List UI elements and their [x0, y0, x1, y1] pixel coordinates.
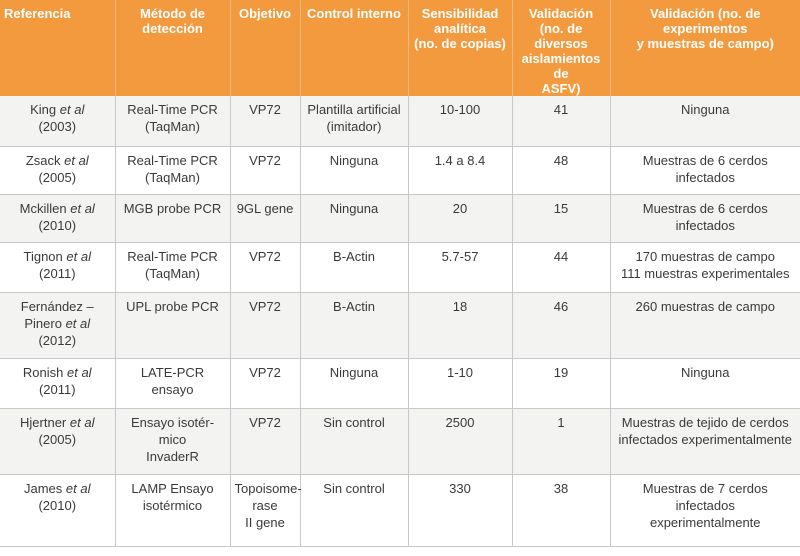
cell-validacion-aislamientos: 38 [512, 474, 611, 547]
cell-objetivo: VP72 [230, 96, 301, 147]
cell-objetivo: VP72 [230, 408, 301, 475]
ref-year: (2010) [38, 217, 77, 233]
ref-et-al: et al [69, 414, 95, 430]
cell-validacion-experimentos: Muestras de tejido de cerdos infectados … [610, 408, 800, 475]
cell-referencia: Mckillen et al (2010) [0, 194, 116, 243]
ref-author: Hjertner [20, 414, 67, 430]
cell-sensibilidad: 1-10 [408, 358, 513, 409]
cell-validacion-aislamientos: 1 [512, 408, 611, 475]
table-row: Ronish et al (2011) LATE-PCR ensayo VP72 Ni… [0, 358, 800, 409]
ref-author: James [24, 480, 63, 496]
ref-author: Mckillen [19, 200, 67, 216]
cell-metodo: LAMP Ensayo isotérmico [115, 474, 231, 547]
ref-year: (2010) [38, 497, 77, 513]
cell-referencia: King et al (2003) [0, 96, 116, 147]
cell-validacion-experimentos: Ninguna [610, 358, 800, 409]
cell-validacion-aislamientos: 44 [512, 242, 611, 293]
cell-validacion-experimentos: Muestras de 6 cerdos infectados [610, 146, 800, 195]
cell-metodo: UPL probe PCR [115, 292, 231, 359]
cell-metodo: MGB probe PCR [115, 194, 231, 243]
ref-year: (2012) [38, 332, 77, 348]
cell-sensibilidad: 1.4 a 8.4 [408, 146, 513, 195]
cell-control: Ninguna [300, 194, 409, 243]
cell-control: Ninguna [300, 358, 409, 409]
cell-control: Ninguna [300, 146, 409, 195]
cell-validacion-experimentos: 260 muestras de campo [610, 292, 800, 359]
cell-sensibilidad: 20 [408, 194, 513, 243]
ref-year: (2011) [38, 265, 76, 281]
cell-objetivo: 9GL gene [230, 194, 301, 243]
ref-et-al: et al [65, 315, 91, 331]
cell-sensibilidad: 5.7-57 [408, 242, 513, 293]
ref-et-al: et al [67, 364, 92, 380]
table-row: Fernández – Pinero et al (2012) UPL probe… [0, 292, 800, 359]
cell-referencia: Fernández – Pinero et al (2012) [0, 292, 116, 359]
cell-metodo: Real-Time PCR (TaqMan) [115, 242, 231, 293]
cell-validacion-experimentos: Muestras de 7 cerdos infectados experime… [610, 474, 800, 547]
cell-sensibilidad: 330 [408, 474, 513, 547]
cell-referencia: Ronish et al (2011) [0, 358, 116, 409]
cell-objetivo: Topoisome- rase II gene [230, 474, 302, 547]
cell-referencia: James et al (2010) [0, 474, 116, 547]
cell-validacion-aislamientos: 15 [512, 194, 611, 243]
cell-control: Sin control [300, 474, 409, 547]
table-row: King et al (2003) Real-Time PCR (TaqMan) V… [0, 96, 800, 147]
ref-author: Ronish [22, 364, 64, 380]
cell-metodo: Ensayo isotér- mico InvaderR [115, 408, 231, 475]
ref-year: (2011) [38, 381, 76, 397]
cell-sensibilidad: 2500 [408, 408, 513, 475]
cell-validacion-experimentos: Muestras de 6 cerdos infectados [610, 194, 800, 243]
cell-referencia: Zsack et al (2005) [0, 146, 116, 195]
cell-validacion-aislamientos: 46 [512, 292, 611, 359]
cell-objetivo: VP72 [230, 292, 301, 359]
header-control: Control interno [300, 0, 409, 96]
table-header-row: Referencia Método de detección Objetivo … [0, 0, 800, 96]
cell-validacion-aislamientos: 41 [512, 96, 611, 147]
table-row: Tignon et al (2011) Real-Time PCR (TaqMan… [0, 242, 800, 293]
ref-year: (2003) [38, 119, 77, 134]
ref-et-al: et al [70, 200, 95, 216]
table-row: Mckillen et al (2010) MGB probe PCR 9GL ge… [0, 194, 800, 243]
table-row: Zsack et al (2005) Real-Time PCR (TaqMan)… [0, 146, 800, 195]
cell-control: B-Actin [300, 292, 409, 359]
cell-referencia: Tignon et al (2011) [0, 242, 116, 293]
ref-et-al: et al [64, 152, 89, 168]
header-validacion-aislamientos: Validación (no. de diversos aislamientos… [512, 0, 611, 96]
ref-author: Tignon [23, 248, 63, 264]
cell-sensibilidad: 18 [408, 292, 513, 359]
ref-et-al: et al [59, 102, 85, 117]
cell-control: B-Actin [300, 242, 409, 293]
header-objetivo: Objetivo [230, 0, 301, 96]
table-row: James et al (2010) LAMP Ensayo isotérmico… [0, 474, 800, 547]
cell-metodo: Real-Time PCR (TaqMan) [115, 146, 231, 195]
table-row: Hjertner et al (2005) Ensayo isotér- mico… [0, 408, 800, 475]
ref-year: (2005) [38, 169, 77, 185]
cell-metodo: LATE-PCR ensayo [115, 358, 231, 409]
cell-validacion-aislamientos: 19 [512, 358, 611, 409]
cell-control: Plantilla artificial (imitador) [300, 96, 409, 147]
cell-validacion-experimentos: Ninguna [610, 96, 800, 147]
ref-et-al: et al [66, 248, 91, 264]
cell-validacion-experimentos: 170 muestras de campo 111 muestras exper… [610, 242, 800, 293]
ref-author: Fernández – Pinero [20, 298, 94, 331]
cell-objetivo: VP72 [230, 146, 301, 195]
header-sensibilidad: Sensibilidad analítica (no. de copias) [408, 0, 513, 96]
ref-year: (2005) [38, 431, 77, 447]
ref-et-al: et al [65, 480, 91, 496]
cell-objetivo: VP72 [230, 358, 301, 409]
cell-referencia: Hjertner et al (2005) [0, 408, 116, 475]
header-referencia: Referencia [0, 0, 116, 96]
header-metodo: Método de detección [115, 0, 231, 96]
ref-author: King [30, 102, 57, 117]
cell-control: Sin control [300, 408, 409, 475]
cell-objetivo: VP72 [230, 242, 301, 293]
cell-metodo: Real-Time PCR (TaqMan) [115, 96, 231, 147]
cell-sensibilidad: 10-100 [408, 96, 513, 147]
cell-validacion-aislamientos: 48 [512, 146, 611, 195]
header-validacion-experimentos: Validación (no. de experimentos y muestr… [610, 0, 800, 96]
ref-author: Zsack [25, 152, 61, 168]
